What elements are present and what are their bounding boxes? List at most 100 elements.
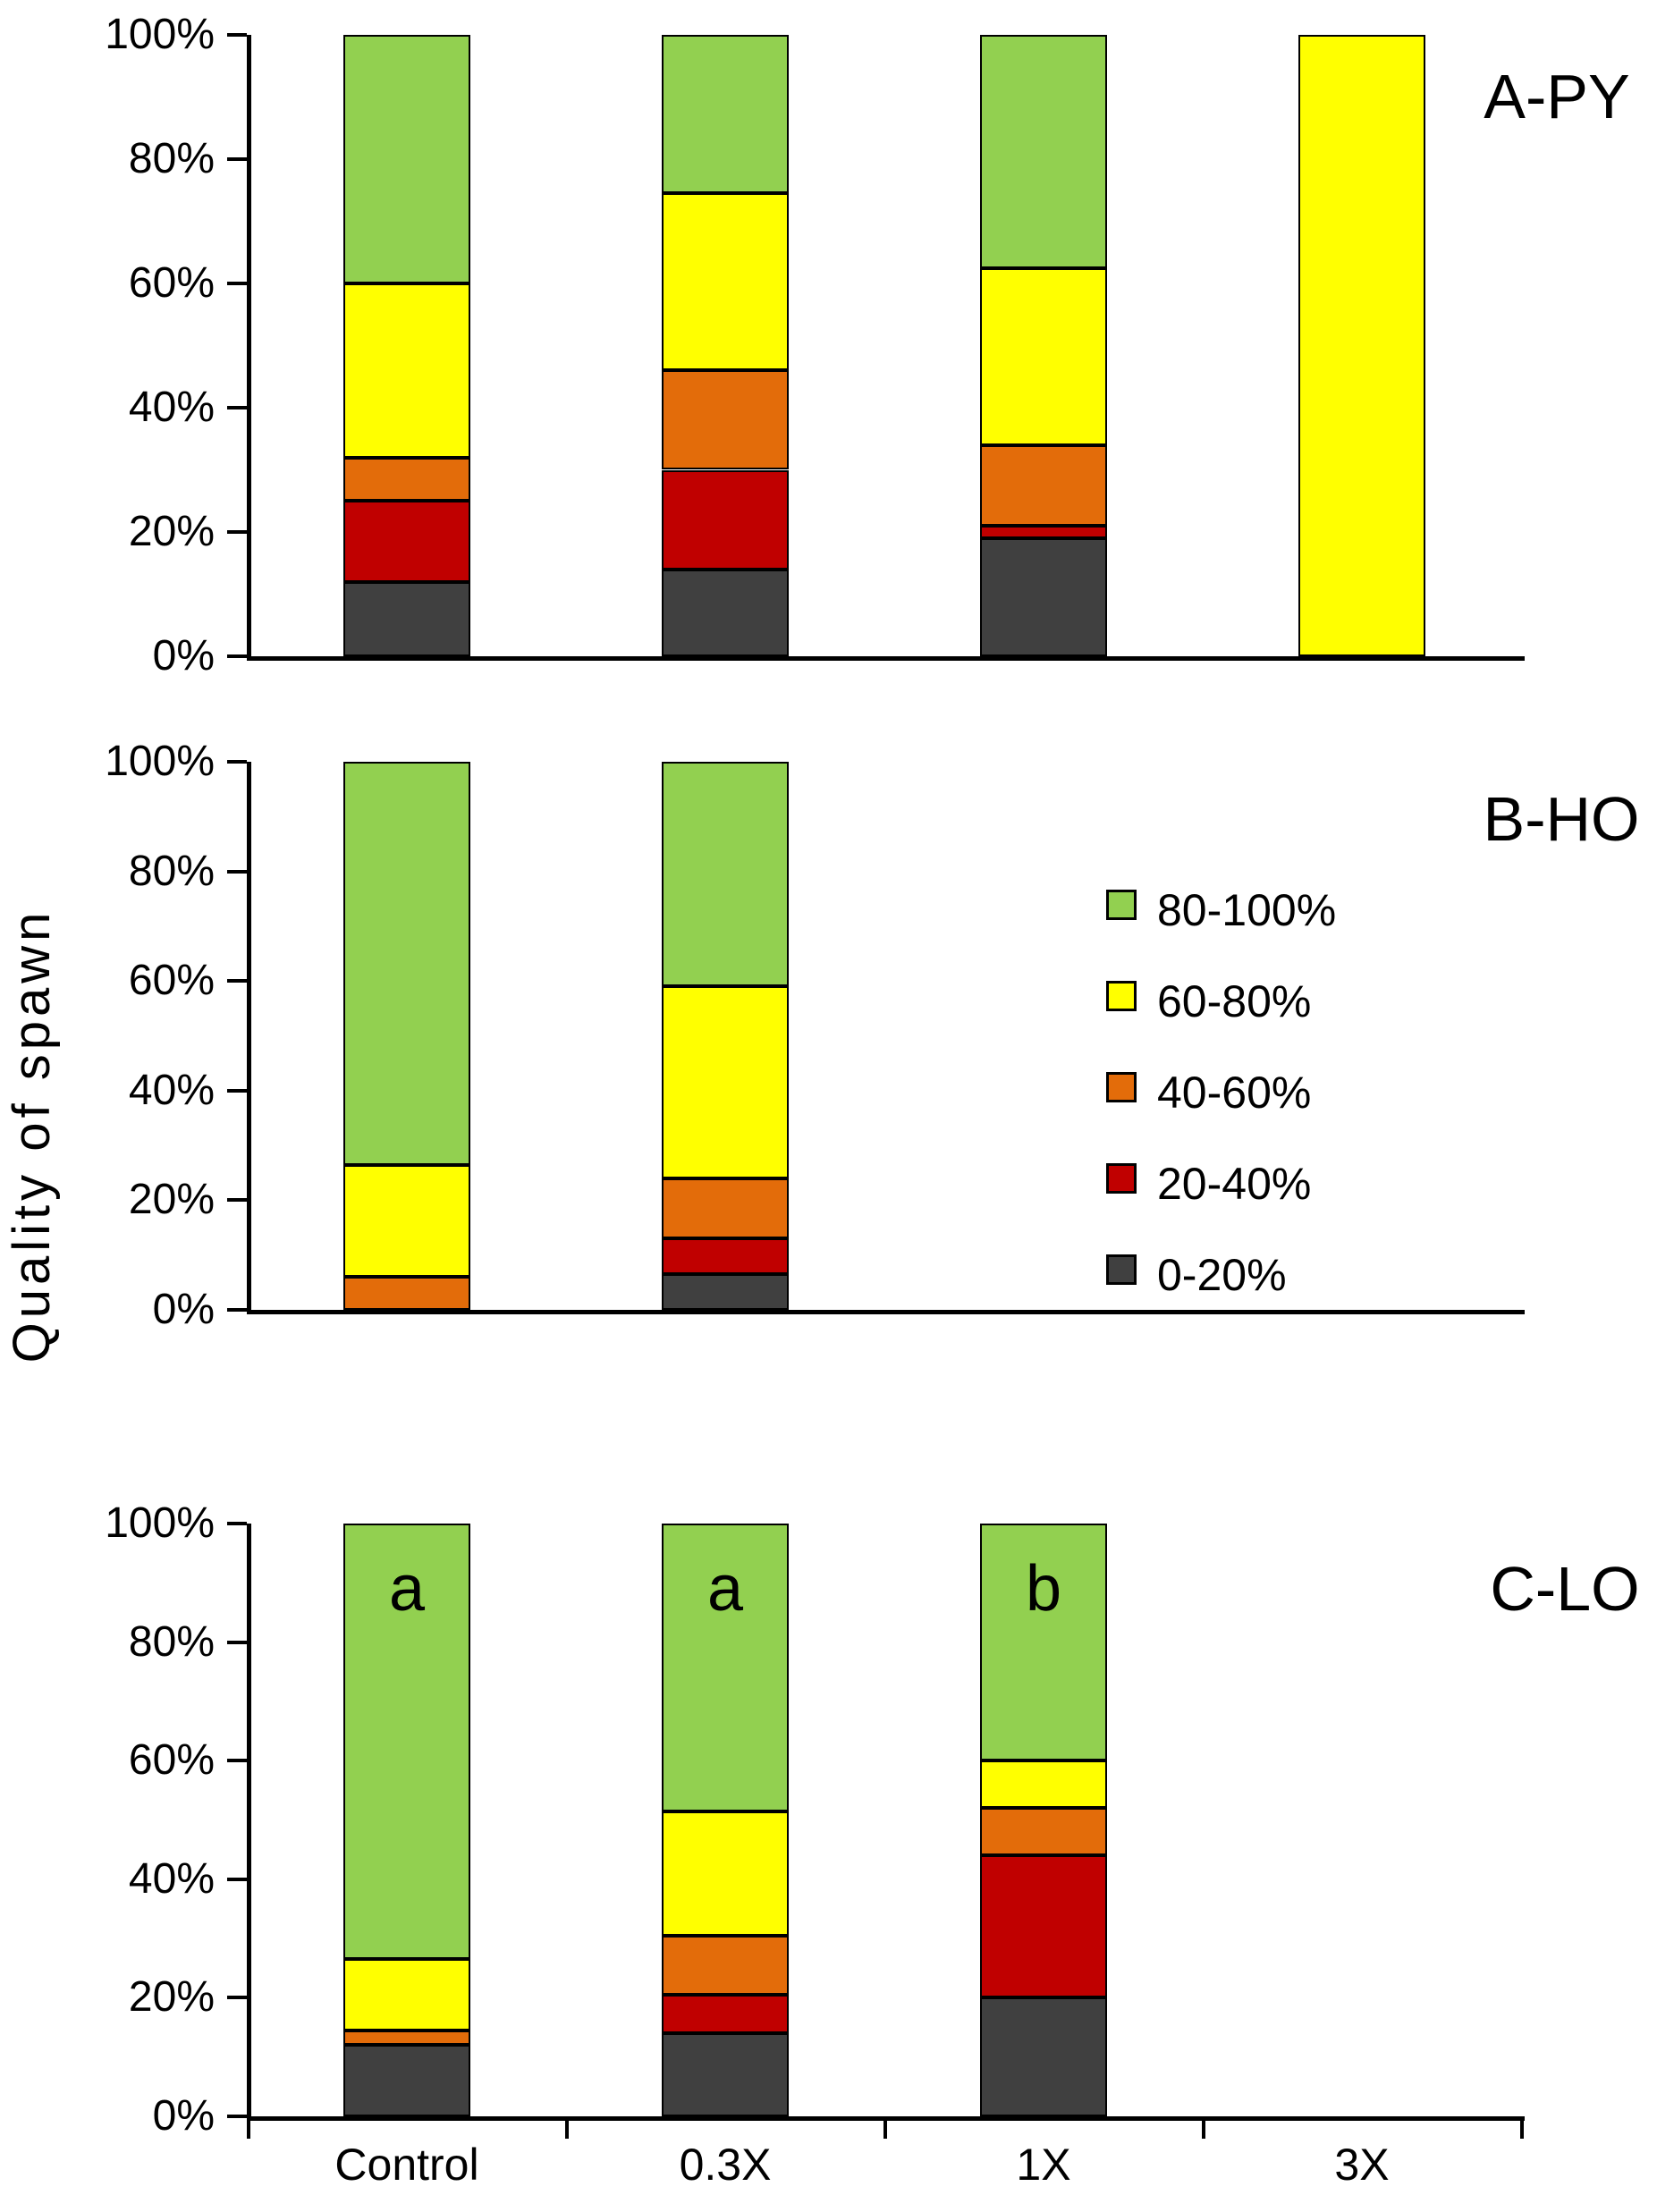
bar-segment-A-PY-1X-40-60% <box>980 444 1107 527</box>
bar-segment-A-PY-Control-0-20% <box>343 581 470 656</box>
y-tick-mark <box>227 1640 247 1644</box>
annotation-letter-0.3X: a <box>706 1553 744 1625</box>
y-tick-mark <box>227 1308 247 1312</box>
bar-segment-A-PY-0.3X-60-80% <box>662 193 789 371</box>
bar-segment-C-LO-Control-0-20% <box>343 2045 470 2116</box>
bar-segment-A-PY-3X-60-80% <box>1298 35 1425 656</box>
y-tick-label: 20% <box>128 1973 215 2022</box>
y-tick-label: 20% <box>128 508 215 555</box>
bar-segment-A-PY-1X-0-20% <box>980 537 1107 656</box>
y-tick-label: 80% <box>128 847 215 895</box>
x-tick-mark <box>883 2121 887 2139</box>
bar-segment-A-PY-Control-40-60% <box>343 457 470 502</box>
y-tick-label: 40% <box>128 384 215 431</box>
y-axis-line <box>247 1524 251 2120</box>
legend-label: 20-40% <box>1157 1159 1312 1209</box>
bar-segment-C-LO-1X-80-100% <box>980 1524 1107 1761</box>
y-tick-mark <box>227 1759 247 1763</box>
bar-segment-A-PY-1X-60-80% <box>980 267 1107 445</box>
y-tick-mark <box>227 654 247 658</box>
x-axis-line <box>247 656 1525 661</box>
bar-segment-A-PY-Control-80-100% <box>343 35 470 283</box>
bar-segment-B-HO-Control-60-80% <box>343 1164 470 1278</box>
y-tick-mark <box>227 1996 247 2000</box>
category-label-0.3X: 0.3X <box>679 2140 772 2190</box>
bar-segment-C-LO-1X-60-80% <box>980 1760 1107 1809</box>
y-tick-mark <box>227 1198 247 1203</box>
y-tick-mark <box>227 1088 247 1093</box>
bar-segment-C-LO-Control-60-80% <box>343 1959 470 2030</box>
x-axis-line <box>247 2116 1525 2121</box>
y-tick-mark <box>227 157 247 161</box>
y-tick-label: 60% <box>128 259 215 307</box>
y-tick-mark <box>227 33 247 37</box>
bar-segment-A-PY-0.3X-0-20% <box>662 569 789 656</box>
bar-segment-C-LO-0.3X-20-40% <box>662 1995 789 2034</box>
bar-segment-C-LO-Control-80-100% <box>343 1524 470 1960</box>
bar-segment-B-HO-0.3X-0-20% <box>662 1274 789 1310</box>
bar-segment-A-PY-0.3X-80-100% <box>662 35 789 194</box>
legend-swatch-red <box>1106 1163 1137 1194</box>
panel-title-C-LO: C-LO <box>1490 1554 1640 1624</box>
y-axis-line <box>247 762 251 1313</box>
y-tick-label: 80% <box>128 1617 215 1666</box>
panel-title-B-HO: B-HO <box>1483 784 1640 854</box>
y-tick-mark <box>227 530 247 534</box>
y-tick-label: 100% <box>105 1499 215 1547</box>
bar-segment-B-HO-0.3X-20-40% <box>662 1238 789 1275</box>
bar-segment-C-LO-0.3X-60-80% <box>662 1811 789 1936</box>
x-tick-mark <box>1520 2121 1524 2139</box>
y-tick-mark <box>227 979 247 984</box>
bar-segment-B-HO-Control-40-60% <box>343 1277 470 1310</box>
bar-segment-C-LO-1X-20-40% <box>980 1855 1107 1998</box>
legend-swatch-yellow <box>1106 981 1137 1011</box>
category-label-Control: Control <box>334 2140 479 2190</box>
bar-segment-C-LO-1X-40-60% <box>980 1808 1107 1856</box>
legend-label: 40-60% <box>1157 1068 1312 1118</box>
bar-segment-C-LO-1X-0-20% <box>980 1997 1107 2116</box>
legend-swatch-orange <box>1106 1072 1137 1102</box>
panel-title-A-PY: A-PY <box>1484 62 1630 131</box>
y-tick-label: 60% <box>128 1736 215 1785</box>
bar-segment-B-HO-Control-80-100% <box>343 762 470 1165</box>
x-axis-line <box>247 1310 1525 1314</box>
legend-swatch-green <box>1106 890 1137 920</box>
x-tick-mark <box>1202 2121 1205 2139</box>
y-tick-mark <box>227 282 247 285</box>
bar-segment-C-LO-0.3X-40-60% <box>662 1935 789 1996</box>
y-tick-label: 0% <box>152 1286 215 1333</box>
annotation-letter-Control: a <box>388 1553 426 1625</box>
bar-segment-B-HO-0.3X-60-80% <box>662 986 789 1178</box>
bar-segment-A-PY-1X-80-100% <box>980 35 1107 268</box>
y-tick-label: 100% <box>105 738 215 785</box>
legend-swatch-gray <box>1106 1254 1137 1285</box>
x-tick-mark <box>565 2121 569 2139</box>
annotation-letter-1X: b <box>1025 1553 1062 1625</box>
bar-segment-C-LO-Control-40-60% <box>343 2030 470 2046</box>
y-axis-title: Quality of spawn <box>3 908 61 1364</box>
y-axis-line <box>247 35 251 660</box>
legend-label: 80-100% <box>1157 885 1337 935</box>
y-tick-label: 0% <box>152 2092 215 2140</box>
category-label-3X: 3X <box>1334 2140 1390 2190</box>
y-tick-label: 0% <box>152 632 215 680</box>
y-tick-mark <box>227 2115 247 2118</box>
y-tick-label: 20% <box>128 1176 215 1224</box>
bar-segment-A-PY-Control-60-80% <box>343 283 470 458</box>
bar-segment-C-LO-0.3X-80-100% <box>662 1524 789 1811</box>
legend-label: 0-20% <box>1157 1250 1287 1300</box>
category-label-1X: 1X <box>1016 2140 1071 2190</box>
bar-segment-A-PY-0.3X-40-60% <box>662 370 789 470</box>
bar-segment-C-LO-0.3X-0-20% <box>662 2033 789 2116</box>
y-tick-mark <box>227 1522 247 1525</box>
legend-label: 60-80% <box>1157 976 1312 1026</box>
y-tick-label: 80% <box>128 135 215 182</box>
x-tick-mark <box>247 2121 250 2139</box>
bar-segment-B-HO-0.3X-40-60% <box>662 1178 789 1239</box>
y-tick-mark <box>227 869 247 874</box>
bar-segment-B-HO-0.3X-80-100% <box>662 762 789 987</box>
bar-segment-A-PY-0.3X-20-40% <box>662 469 789 570</box>
y-tick-label: 40% <box>128 1854 215 1903</box>
y-tick-label: 60% <box>128 957 215 1005</box>
